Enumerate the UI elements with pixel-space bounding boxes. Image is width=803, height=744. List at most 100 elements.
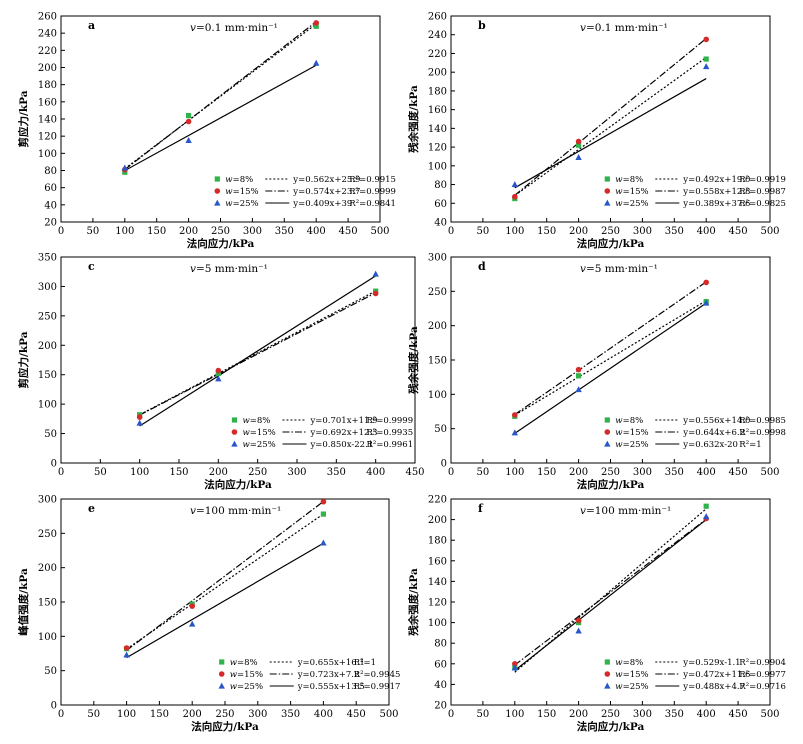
- x-tick-label: 50: [477, 226, 490, 237]
- x-tick-label: 0: [58, 467, 64, 478]
- y-tick-label: 20: [44, 218, 57, 229]
- x-axis-label: 法向应力/kPa: [191, 720, 259, 733]
- data-point: [512, 412, 518, 418]
- y-tick-label: 260: [428, 12, 447, 23]
- x-tick-label: 450: [405, 467, 424, 478]
- y-tick-label: 60: [434, 659, 447, 670]
- data-point: [703, 279, 709, 286]
- fit-r-squared: R²=0.9825: [739, 199, 786, 209]
- y-tick-label: 300: [428, 253, 447, 264]
- fit-r-squared: R²=0.9915: [349, 175, 396, 185]
- data-point: [512, 193, 518, 200]
- x-axis-label: 法向应力/kPa: [577, 237, 645, 250]
- legend-label: w=15%: [230, 670, 263, 680]
- y-tick-label: 100: [428, 161, 447, 172]
- data-point: [189, 603, 195, 609]
- chart-panel-f: 0 50 100 150 200 250 300 350 400 450 500 20 40 60 80 10…: [407, 495, 786, 734]
- y-tick-label: 60: [434, 199, 447, 210]
- x-tick-label: 100: [130, 467, 149, 478]
- y-axis-label: 残余强度/kPa: [407, 326, 420, 394]
- fit-r-squared: R²=0.9935: [366, 428, 413, 438]
- x-tick-label: 200: [209, 467, 228, 478]
- data-point: [215, 370, 221, 377]
- y-tick-label: 120: [428, 143, 447, 154]
- data-point: [604, 199, 611, 206]
- data-point: [703, 36, 709, 43]
- x-tick-label: 150: [537, 226, 556, 237]
- y-tick-label: 200: [428, 68, 447, 79]
- fit-equation: y=0.492x+19.0: [682, 175, 750, 185]
- fit-equation: y=0.632x-20: [682, 440, 738, 450]
- data-point: [511, 181, 518, 188]
- y-tick-label: 20: [434, 701, 447, 712]
- legend-label: w=25%: [225, 199, 258, 209]
- panel-label: c: [88, 260, 95, 273]
- fit-line: [126, 500, 324, 651]
- y-tick-label: 300: [38, 495, 57, 506]
- y-tick-label: 40: [434, 680, 447, 691]
- y-tick-label: 100: [38, 149, 57, 160]
- data-point: [604, 417, 610, 423]
- y-tick-label: 140: [38, 115, 57, 126]
- y-tick-label: 50: [44, 429, 57, 440]
- fit-equation: y=0.389x+37.6: [682, 199, 750, 209]
- y-tick-label: 200: [428, 515, 447, 526]
- data-point: [214, 176, 220, 182]
- x-tick-label: 150: [169, 467, 188, 478]
- legend-label: w=8%: [230, 658, 258, 668]
- x-tick-label: 250: [601, 226, 620, 237]
- legend-label: w=15%: [242, 428, 275, 438]
- plot-frame: [60, 256, 416, 464]
- y-tick-label: 120: [428, 598, 447, 609]
- fit-line: [514, 56, 707, 197]
- fit-equation: y=0.574x+23.7: [292, 187, 360, 197]
- y-tick-label: 250: [38, 311, 57, 322]
- fit-equation: y=0.558x+12.8: [682, 187, 750, 197]
- panel-label: a: [88, 19, 95, 32]
- data-point: [215, 375, 222, 382]
- y-tick-label: 150: [38, 370, 57, 381]
- data-point: [219, 659, 225, 665]
- x-tick-label: 400: [314, 709, 333, 720]
- x-tick-label: 300: [248, 709, 267, 720]
- fit-line: [124, 21, 317, 171]
- data-point: [214, 188, 221, 194]
- y-tick-label: 40: [44, 200, 57, 211]
- x-tick-label: 500: [370, 226, 389, 237]
- x-tick-label: 250: [215, 709, 234, 720]
- data-point: [218, 671, 225, 677]
- x-tick-label: 350: [665, 226, 684, 237]
- legend-label: w=8%: [615, 658, 643, 668]
- data-point: [231, 429, 238, 435]
- data-point: [121, 164, 128, 171]
- y-tick-label: 0: [441, 459, 447, 470]
- x-tick-label: 300: [287, 467, 306, 478]
- x-tick-label: 200: [569, 467, 588, 478]
- fit-equation: y=0.701x+11.9: [309, 416, 377, 426]
- data-point: [185, 137, 192, 144]
- y-tick-label: 260: [38, 12, 57, 23]
- x-tick-label: 0: [448, 709, 454, 720]
- x-tick-label: 200: [569, 709, 588, 720]
- data-point: [123, 651, 130, 658]
- y-tick-label: 50: [44, 666, 57, 677]
- fit-r-squared: R²=0.9987: [739, 187, 786, 197]
- x-tick-label: 300: [633, 709, 652, 720]
- x-tick-label: 400: [697, 467, 716, 478]
- x-tick-label: 150: [537, 709, 556, 720]
- rate-annotation: v=5 mm·min⁻¹: [580, 263, 658, 275]
- fit-line: [139, 275, 376, 427]
- fit-r-squared: R²=0.9716: [739, 682, 786, 692]
- y-tick-label: 80: [44, 166, 57, 177]
- data-point: [372, 290, 379, 297]
- x-tick-label: 500: [760, 226, 779, 237]
- data-point: [703, 56, 709, 62]
- y-tick-label: 150: [428, 356, 447, 367]
- data-point: [575, 138, 582, 145]
- y-tick-label: 80: [434, 639, 447, 650]
- x-tick-label: 250: [248, 467, 267, 478]
- y-tick-label: 250: [428, 287, 447, 298]
- data-point: [604, 188, 611, 194]
- panel-label: f: [478, 502, 484, 515]
